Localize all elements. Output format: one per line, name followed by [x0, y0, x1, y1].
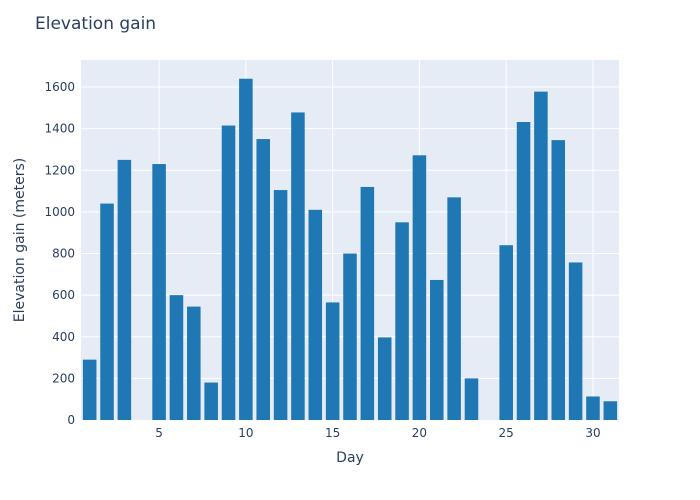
bar-day-9	[222, 126, 236, 420]
bar-day-25	[499, 245, 513, 420]
bar-day-13	[291, 112, 305, 420]
bar-day-26	[517, 122, 531, 420]
bar-day-19	[395, 222, 409, 420]
bar-day-15	[326, 302, 340, 420]
bar-day-29	[569, 262, 583, 420]
bar-day-5	[152, 164, 166, 420]
bar-day-2	[100, 204, 114, 420]
y-tick-label: 1000	[44, 205, 75, 219]
bar-day-22	[447, 197, 461, 420]
y-tick-label: 1600	[44, 80, 75, 94]
y-axis-label: Elevation gain (meters)	[12, 158, 28, 323]
x-tick-label: 30	[585, 426, 600, 440]
bar-day-17	[361, 187, 375, 420]
y-tick-label: 0	[67, 413, 75, 427]
bar-day-23	[465, 378, 479, 420]
y-tick-label: 1400	[44, 122, 75, 136]
bar-day-18	[378, 337, 392, 420]
bar-day-16	[343, 254, 357, 420]
bar-day-20	[413, 155, 427, 420]
y-tick-label: 800	[52, 247, 75, 261]
y-tick-label: 200	[52, 371, 75, 385]
bar-day-21	[430, 280, 444, 420]
bar-day-1	[83, 360, 97, 420]
bar-day-30	[586, 396, 600, 420]
x-axis-ticks: 5 10 15 20 25 30	[155, 426, 600, 440]
bar-day-3	[118, 160, 132, 420]
y-tick-label: 1200	[44, 163, 75, 177]
x-tick-label: 20	[412, 426, 427, 440]
bar-day-8	[204, 383, 218, 420]
x-tick-label: 5	[155, 426, 163, 440]
bar-day-6	[170, 295, 184, 420]
bar-day-14	[309, 210, 323, 420]
bar-day-10	[239, 79, 253, 420]
bar-day-28	[551, 140, 565, 420]
bar-day-7	[187, 307, 201, 420]
y-tick-label: 400	[52, 330, 75, 344]
bar-day-27	[534, 92, 548, 420]
bar-day-31	[604, 401, 618, 420]
chart-title: Elevation gain	[35, 14, 156, 34]
x-axis-label: Day	[336, 450, 364, 466]
y-axis-ticks: 0 200 400 600 800 1000 1200 1400 1600	[44, 80, 75, 427]
bar-day-11	[256, 139, 270, 420]
bar-day-12	[274, 190, 288, 420]
x-tick-label: 15	[325, 426, 340, 440]
x-tick-label: 25	[499, 426, 514, 440]
x-tick-label: 10	[238, 426, 253, 440]
y-tick-label: 600	[52, 288, 75, 302]
